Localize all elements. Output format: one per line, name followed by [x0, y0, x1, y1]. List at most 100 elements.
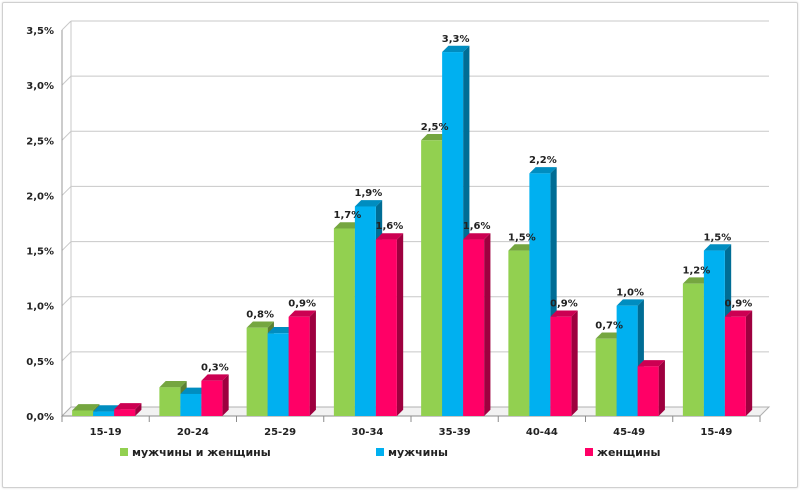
bar-front: [682, 283, 704, 416]
data-label: 0,3%: [201, 362, 229, 373]
gridline-depth: [61, 20, 72, 31]
legend-label: мужчины: [388, 446, 448, 459]
bar-top: [724, 310, 753, 317]
gridline-depth: [61, 75, 72, 86]
bar-top: [201, 374, 229, 381]
bar: [375, 233, 404, 416]
x-tick-label: 35-39: [439, 427, 471, 438]
bar-top: [637, 360, 665, 367]
bar-top: [595, 332, 623, 339]
data-label: 1,6%: [463, 221, 491, 232]
bar-front: [508, 250, 530, 416]
bar: [550, 310, 578, 416]
bar-top: [93, 405, 121, 412]
data-label: 1,7%: [334, 210, 362, 221]
data-label: 1,6%: [376, 221, 404, 232]
bar-top: [442, 45, 470, 53]
bar-front: [201, 380, 223, 416]
bar-top: [550, 310, 578, 317]
bar-top: [703, 244, 732, 251]
legend: мужчины и женщины мужчины женщины: [120, 446, 660, 459]
bar: [463, 233, 491, 416]
bar-side: [396, 233, 404, 416]
x-tick-label: 20-24: [177, 427, 209, 438]
bar-top: [159, 381, 187, 388]
bar-front: [421, 140, 443, 417]
bar: [637, 360, 665, 416]
bar-side: [135, 403, 142, 416]
bar-top: [421, 133, 449, 141]
bar-top: [180, 387, 208, 394]
label-layer: 0,3% 0,8% 0,9% 1,7% 1,9% 1,6% 2,5% 3,3% 1,6% 1,5%…: [201, 34, 752, 374]
bar-top: [682, 277, 711, 284]
x-tick-label: 30-34: [351, 427, 383, 438]
bar-front: [354, 206, 376, 416]
bar-front: [529, 173, 551, 416]
y-tick-label: 2,0%: [26, 191, 54, 202]
legend-label: мужчины и женщины: [132, 446, 271, 459]
bar-top: [267, 326, 295, 334]
bar-front: [72, 410, 94, 416]
y-tick-label: 3,5%: [26, 26, 54, 37]
bar: [159, 381, 187, 416]
bar-front: [114, 409, 136, 416]
bar-front: [93, 411, 115, 416]
data-label: 3,3%: [442, 34, 470, 45]
bar-front: [246, 327, 268, 416]
gridline-depth: [61, 241, 72, 251]
legend-item: мужчины и женщины: [120, 446, 271, 459]
y-tick-label: 2,5%: [26, 136, 54, 147]
bar-front: [703, 250, 725, 416]
x-tick-label: 25-29: [264, 427, 296, 438]
bar-top: [333, 222, 362, 229]
bar-front: [616, 305, 638, 416]
bar-side: [484, 233, 491, 416]
bar-front: [267, 333, 289, 416]
bar-top: [288, 310, 316, 317]
gridline-depth: [61, 351, 72, 362]
bar: [114, 403, 142, 416]
x-tick-label: 40-44: [526, 427, 558, 438]
y-tick-label: 1,5%: [26, 247, 54, 258]
bar-front: [442, 52, 464, 417]
bar-front: [375, 239, 397, 416]
data-label: 1,5%: [508, 232, 536, 243]
bar: [724, 310, 753, 416]
data-label: 1,0%: [616, 287, 644, 298]
bar-top: [375, 233, 404, 240]
bar-top: [246, 321, 274, 328]
legend-item: мужчины: [376, 446, 448, 459]
data-label: 0,8%: [246, 309, 274, 320]
bar-layer: [72, 45, 753, 417]
data-label: 0,9%: [550, 298, 578, 309]
x-tick-label: 15-19: [90, 427, 122, 438]
y-tick-label: 1,0%: [26, 302, 54, 313]
bar-side: [222, 374, 229, 416]
bar: [288, 310, 316, 416]
gridline-depth: [61, 296, 72, 307]
bar-side: [309, 310, 316, 416]
data-label: 2,5%: [421, 122, 449, 133]
legend-swatch: [585, 448, 593, 456]
bar-top: [114, 403, 142, 410]
bar-front: [463, 239, 485, 416]
x-tick-label: 15-49: [700, 427, 732, 438]
bar-side: [658, 360, 665, 416]
data-label: 0,7%: [595, 321, 623, 332]
bar-top: [616, 299, 644, 306]
bar: [616, 299, 644, 416]
bar-side: [571, 310, 578, 416]
bar-top: [529, 167, 557, 174]
data-label: 1,5%: [704, 232, 732, 243]
y-tick-label: 3,0%: [26, 81, 54, 92]
bar-top: [72, 404, 100, 411]
x-tick-label: 45-49: [613, 427, 645, 438]
bar-front: [288, 316, 310, 416]
legend-label: женщины: [597, 446, 660, 459]
bar-side: [745, 310, 753, 416]
data-label: 0,9%: [725, 298, 753, 309]
bar-front: [550, 316, 572, 416]
bar-front: [724, 316, 746, 416]
data-label: 1,2%: [683, 265, 711, 276]
